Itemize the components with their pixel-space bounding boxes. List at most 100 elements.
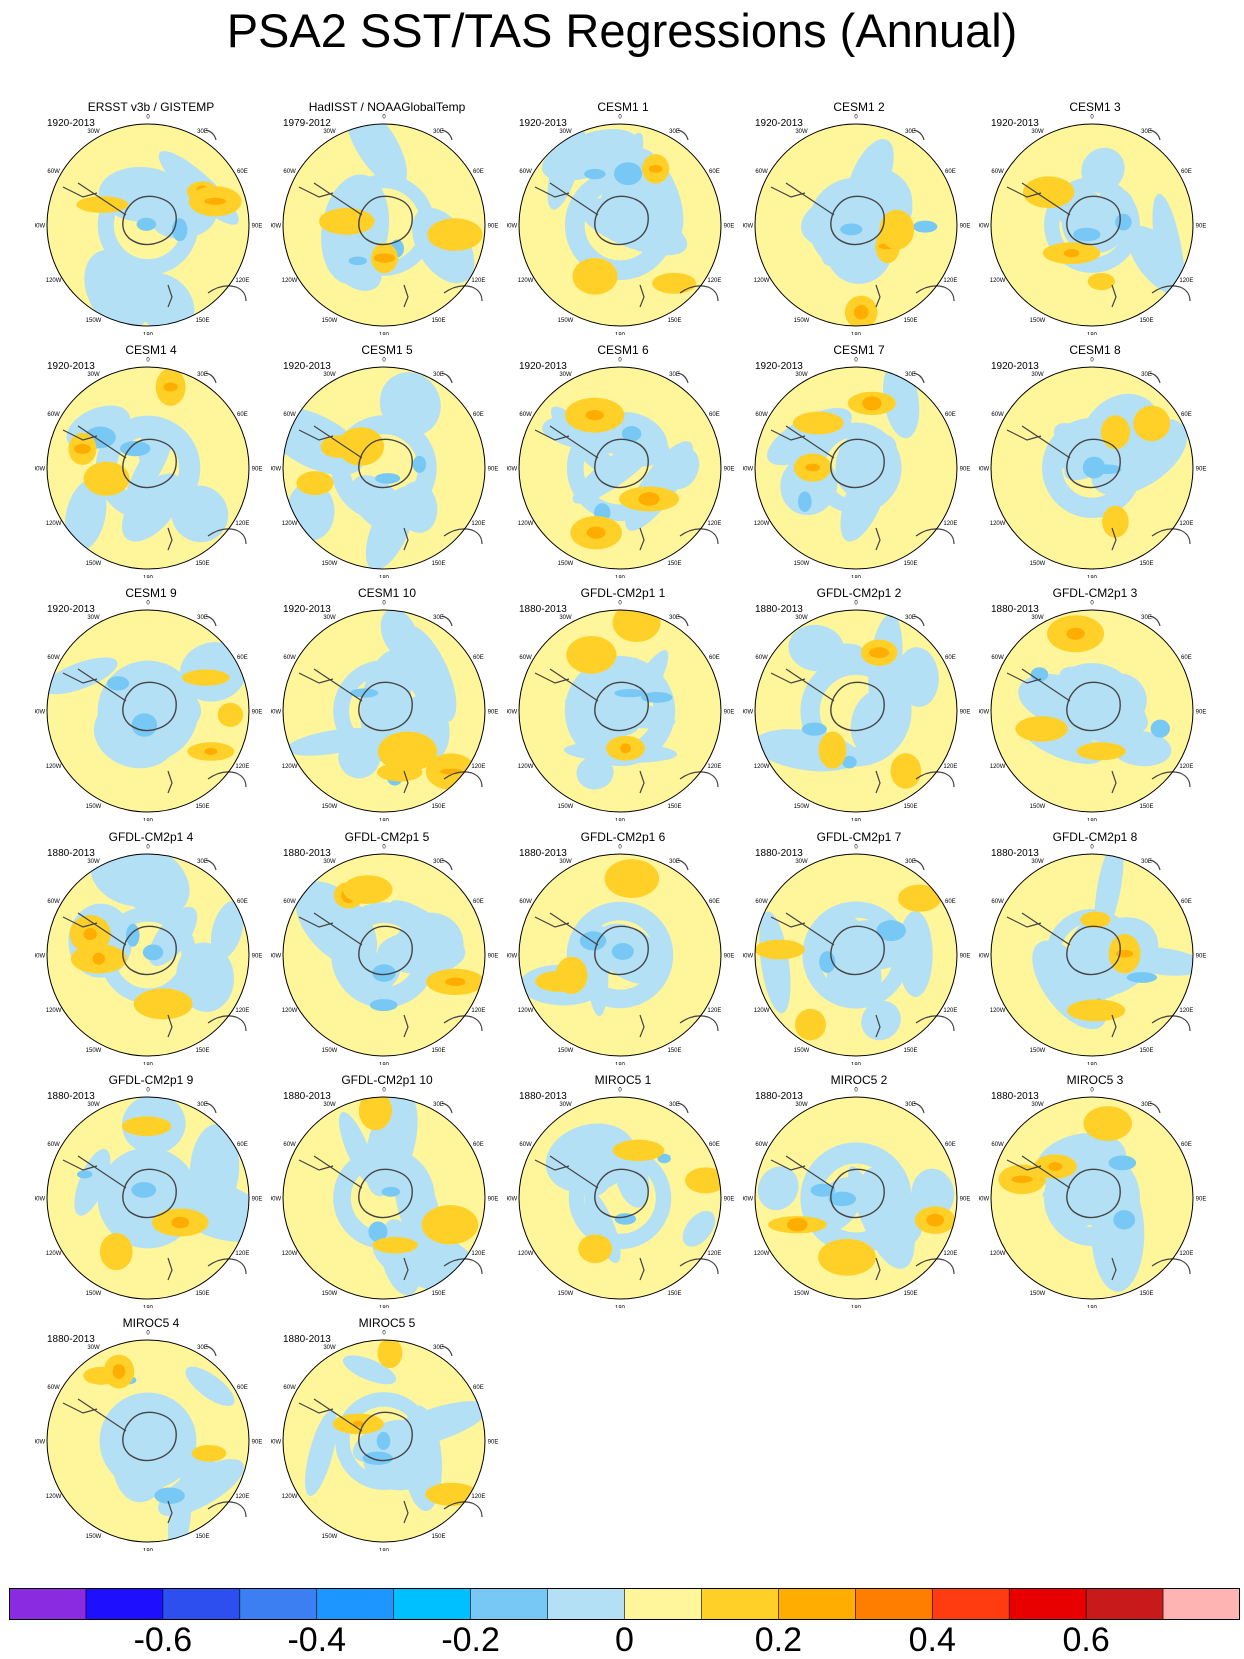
map-panel: 0 30E 60E 90E 120E 150E 180 150W 120W 90W 60W 30W GF… [271,1073,503,1308]
longitude-label: 90W [979,1197,990,1203]
longitude-label: 30E [433,615,444,621]
map-panel: 0 30E 60E 90E 120E 150E 180 150W 120W 90W 60W 30W CE… [979,343,1211,578]
map-panel: 0 30E 60E 90E 120E 150E 180 150W 120W 90W 60W 30W GF… [507,830,739,1065]
longitude-label: 150W [322,1291,338,1297]
longitude-label: 180 [851,819,862,822]
longitude-label: 90E [488,1440,499,1446]
longitude-label: 60W [47,1142,60,1148]
longitude-label: 90W [35,1197,46,1203]
longitude-label: 120E [943,764,957,770]
longitude-label: 90W [743,467,754,473]
map-panel: 0 30E 60E 90E 120E 150E 180 150W 120W 90W 60W 30W GF… [743,830,975,1065]
longitude-label: 30W [87,1345,100,1351]
longitude-label: 30E [669,859,680,865]
longitude-label: 60E [709,169,720,175]
longitude-label: 60W [755,899,768,905]
longitude-label: 0 [618,358,622,364]
panel-title: CESM1 8 [1069,343,1121,357]
longitude-label: 150E [903,804,917,810]
polar-map: 0 30E 60E 90E 120E 150E 180 150W 120W 90W 60W 30W [35,845,262,1066]
panel-period: 1920-2013 [755,361,803,372]
longitude-label: 60W [991,899,1004,905]
longitude-label: 60W [991,169,1004,175]
longitude-label: 180 [1087,1306,1098,1309]
colorbar-tick-label: 0.6 [1062,1621,1110,1659]
longitude-label: 150W [558,561,574,567]
longitude-label: 0 [854,601,858,607]
longitude-label: 60W [991,1142,1004,1148]
longitude-label: 60E [1181,899,1192,905]
longitude-label: 90W [743,224,754,230]
antarctica-outline [594,195,649,246]
map-panel: 0 30E 60E 90E 120E 150E 180 150W 120W 90W 60W 30W GF… [979,830,1211,1065]
longitude-label: 30E [669,129,680,135]
panel-period: 1880-2013 [519,604,567,615]
longitude-label: 60W [283,412,296,418]
longitude-label: 0 [1090,358,1094,364]
longitude-label: 90E [724,1197,735,1203]
longitude-label: 120W [754,521,770,527]
longitude-label: 180 [1087,1063,1098,1066]
longitude-label: 120E [471,764,485,770]
antarctica-outline [122,681,177,732]
longitude-label: 120E [471,1494,485,1500]
map-panel: 0 30E 60E 90E 120E 150E 180 150W 120W 90W 60W 30W CE… [743,100,975,335]
panel-title: GFDL-CM2p1 6 [580,830,666,844]
longitude-label: 0 [854,845,858,851]
longitude-label: 30W [559,1102,572,1108]
antarctica-outline [594,681,649,732]
longitude-label: 180 [143,1549,154,1552]
longitude-label: 30W [323,129,336,135]
polar-map: 0 30E 60E 90E 120E 150E 180 150W 120W 90W 60W 30W [979,1088,1206,1309]
longitude-label: 180 [379,1549,390,1552]
longitude-label: 150E [431,1048,445,1054]
longitude-label: 90E [1196,467,1207,473]
longitude-label: 150W [1030,561,1046,567]
map-panel: 0 30E 60E 90E 120E 150E 180 150W 120W 90W 60W 30W CE… [271,586,503,821]
longitude-label: 90E [960,467,971,473]
longitude-label: 90W [35,224,46,230]
panel-period: 1920-2013 [47,604,95,615]
longitude-label: 30W [795,129,808,135]
colorbar-box [855,1588,933,1620]
panel-period: 1880-2013 [519,1091,567,1102]
antarctica-outline [122,438,177,489]
longitude-label: 120E [1179,521,1193,527]
longitude-label: 120W [46,1494,62,1500]
longitude-label: 60E [709,412,720,418]
longitude-label: 120E [471,521,485,527]
longitude-label: 120E [471,278,485,284]
longitude-label: 150W [794,561,810,567]
longitude-label: 180 [1087,333,1098,336]
longitude-label: 150W [86,804,102,810]
panel-title: CESM1 4 [125,343,177,357]
antarctica-outline [830,438,885,489]
longitude-label: 30E [433,859,444,865]
longitude-label: 60W [991,655,1004,661]
longitude-label: 90W [271,1197,282,1203]
longitude-label: 60E [473,412,484,418]
polar-map: 0 30E 60E 90E 120E 150E 180 150W 120W 90W 60W 30W [507,845,734,1066]
longitude-label: 0 [854,115,858,121]
antarctica-outline [122,1411,177,1462]
map-panel: 0 30E 60E 90E 120E 150E 180 150W 120W 90W 60W 30W CE… [507,343,739,578]
longitude-label: 150W [794,804,810,810]
longitude-label: 60E [473,899,484,905]
longitude-label: 120W [282,764,298,770]
longitude-label: 180 [851,576,862,579]
longitude-label: 180 [143,819,154,822]
longitude-label: 90W [979,954,990,960]
panel-period: 1920-2013 [47,361,95,372]
longitude-label: 180 [143,333,154,336]
panel-title: CESM1 7 [833,343,885,357]
longitude-label: 150E [195,804,209,810]
longitude-label: 60E [237,169,248,175]
longitude-label: 120W [754,1008,770,1014]
map-panel: 0 30E 60E 90E 120E 150E 180 150W 120W 90W 60W 30W Ha… [271,100,503,335]
longitude-label: 30W [1031,1102,1044,1108]
longitude-label: 0 [1090,601,1094,607]
longitude-label: 120E [471,1251,485,1257]
longitude-label: 90W [271,224,282,230]
map-panel: 0 30E 60E 90E 120E 150E 180 150W 120W 90W 60W 30W ER… [35,100,267,335]
longitude-label: 30E [197,1345,208,1351]
